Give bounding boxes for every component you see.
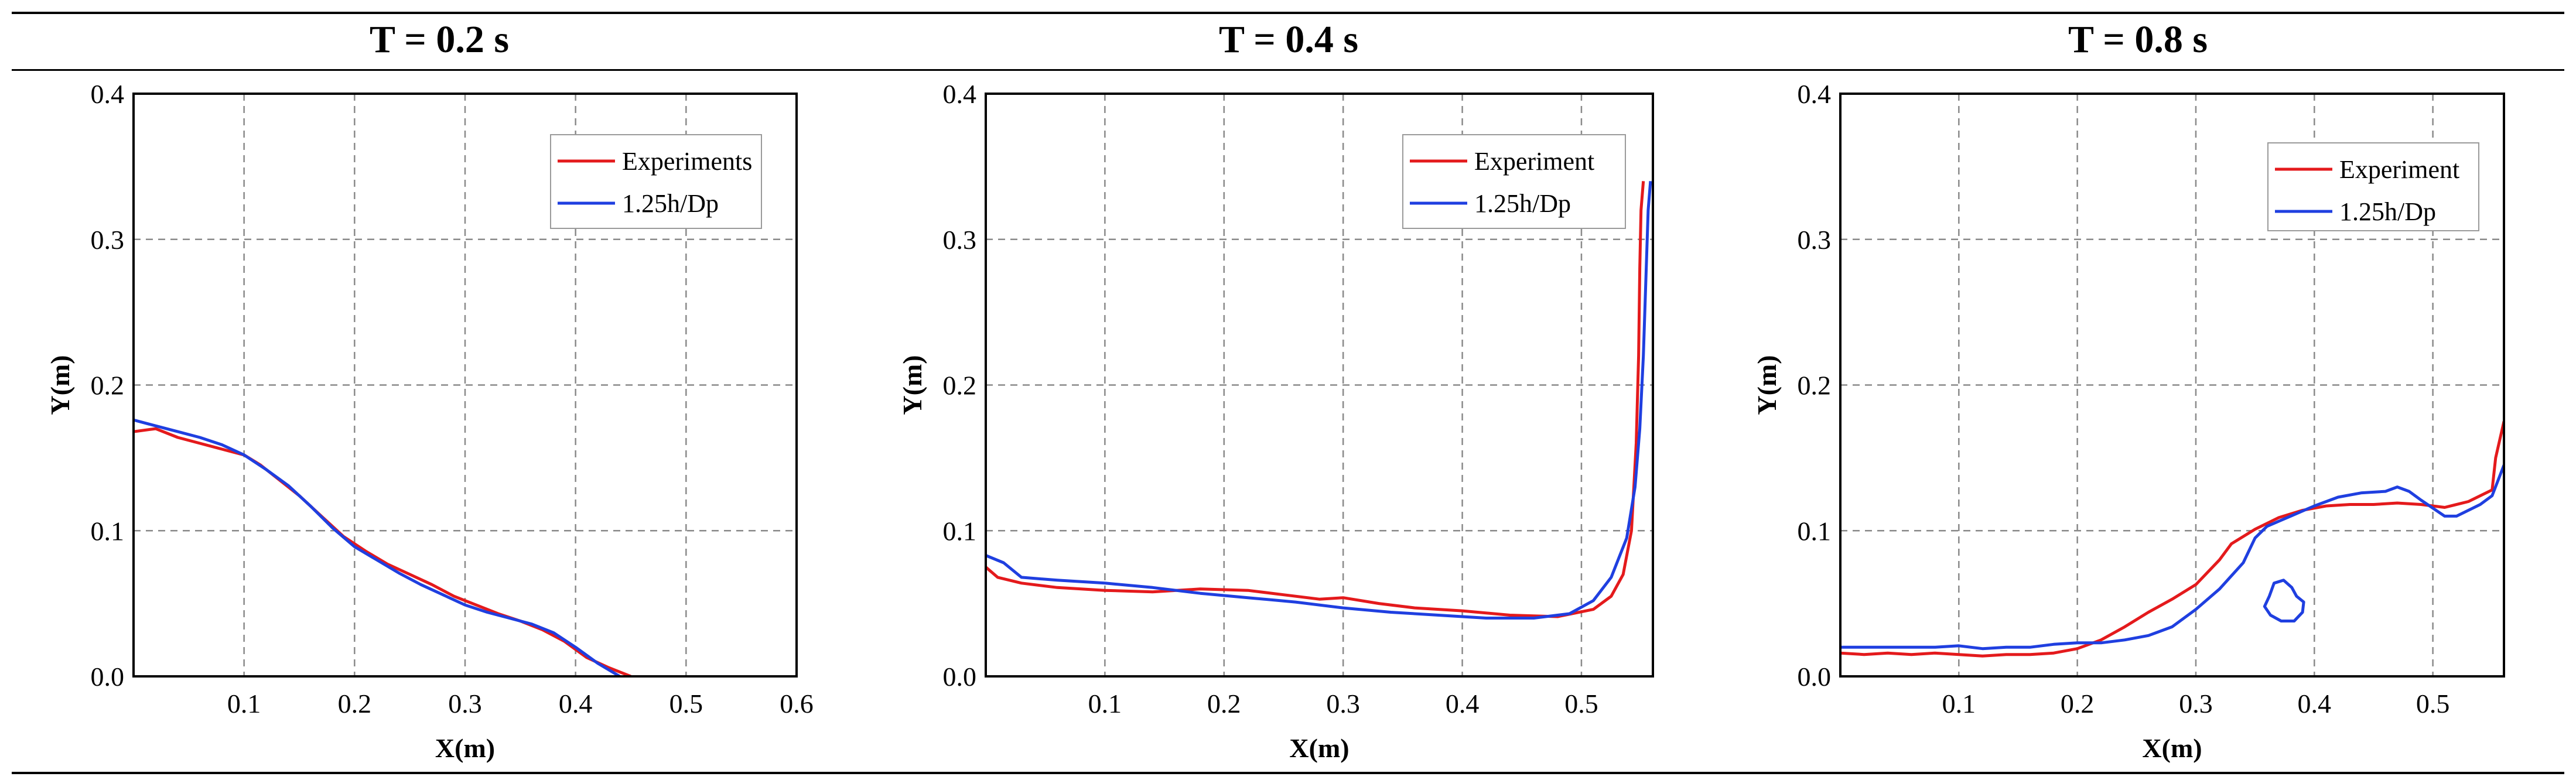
y-tick-label: 0.4: [943, 79, 977, 109]
chart-panel-3: 0.1 0.2 0.3 0.4 0.5 0.0 0.1 0.2 0.3 0.4 X(m) Y(m) Ex…: [1752, 79, 2505, 763]
series-line-experiments: [134, 427, 631, 676]
legend-label: 1.25h/Dp: [622, 189, 719, 218]
series-line-1-25h-dp: [134, 418, 621, 676]
series-line-experiment: [1840, 421, 2504, 658]
panel-title-3: T = 0.8 s: [2068, 18, 2208, 61]
x-tick-label: 0.1: [1942, 689, 1976, 719]
legend: Experiment 1.25h/Dp: [2267, 142, 2479, 231]
y-tick-label: 0.3: [1798, 225, 1832, 255]
legend-label: 1.25h/Dp: [2339, 197, 2436, 226]
panel-title-2: T = 0.4 s: [1218, 18, 1359, 61]
x-tick-label: 0.3: [448, 689, 482, 719]
plot-frame: [132, 93, 798, 678]
legend: Experiment 1.25h/Dp: [1402, 134, 1626, 229]
x-tick-label: 0.4: [559, 689, 593, 719]
x-tick-label: 0.2: [1207, 689, 1241, 719]
y-tick-label: 0.0: [91, 662, 125, 692]
legend-label: Experiment: [2339, 155, 2459, 184]
chart-panel-1: 0.1 0.2 0.3 0.4 0.5 0.6 0.0 0.1 0.2 0.3 0.4 X(m) Y(m…: [45, 79, 814, 763]
x-tick-label: 0.4: [2298, 689, 2332, 719]
legend-label: 1.25h/Dp: [1474, 189, 1571, 218]
y-tick-label: 0.1: [91, 516, 125, 546]
x-tick-label: 0.5: [1564, 689, 1598, 719]
x-tick-label: 0.5: [2416, 689, 2450, 719]
y-tick-label: 0.1: [1798, 516, 1832, 546]
x-tick-label: 0.4: [1446, 689, 1480, 719]
legend-box: [1402, 134, 1626, 229]
chart-panel-2: 0.1 0.2 0.3 0.4 0.5 0.0 0.1 0.2 0.3 0.4 X(m) Y(m) Ex…: [897, 79, 1654, 763]
x-axis-label: X(m): [2142, 733, 2202, 763]
series-line-1-25h-dp-droplet: [2263, 579, 2305, 622]
y-tick-label: 0.4: [91, 79, 125, 109]
legend-box: [2267, 142, 2479, 231]
y-tick-label: 0.3: [91, 225, 125, 255]
y-tick-label: 0.3: [943, 225, 977, 255]
x-tick-label: 0.3: [2179, 689, 2213, 719]
series-line-1-25h-dp: [986, 181, 1652, 620]
y-tick-label: 0.0: [943, 662, 977, 692]
y-axis-label: Y(m): [1752, 355, 1782, 415]
legend-box: [550, 134, 762, 229]
top-rule: [12, 12, 2564, 14]
x-tick-label: 0.6: [780, 689, 814, 719]
series-line-experiment: [986, 181, 1645, 618]
y-axis-label: Y(m): [897, 355, 927, 415]
plot-frame: [985, 93, 1654, 678]
legend-label: Experiments: [622, 147, 752, 176]
y-tick-label: 0.0: [1798, 662, 1832, 692]
bottom-rule: [12, 772, 2564, 774]
y-tick-label: 0.2: [1798, 371, 1832, 401]
y-tick-label: 0.2: [943, 371, 977, 401]
panel-title-1: T = 0.2 s: [369, 18, 510, 61]
y-tick-label: 0.4: [1798, 79, 1832, 109]
header-rule: [12, 69, 2564, 71]
x-axis-label: X(m): [435, 733, 495, 763]
y-axis-label: Y(m): [45, 355, 75, 415]
x-tick-label: 0.1: [1088, 689, 1122, 719]
x-axis-label: X(m): [1289, 733, 1349, 763]
legend: Experiments 1.25h/Dp: [550, 134, 762, 229]
x-tick-label: 0.2: [338, 689, 372, 719]
x-tick-label: 0.3: [1326, 689, 1360, 719]
legend-label: Experiment: [1474, 147, 1594, 176]
x-tick-label: 0.1: [227, 689, 261, 719]
y-tick-label: 0.1: [943, 516, 977, 546]
plot-frame: [1839, 93, 2505, 678]
x-tick-label: 0.2: [2061, 689, 2095, 719]
y-tick-label: 0.2: [91, 371, 125, 401]
series-line-1-25h-dp: [1840, 464, 2504, 651]
x-tick-label: 0.5: [669, 689, 703, 719]
